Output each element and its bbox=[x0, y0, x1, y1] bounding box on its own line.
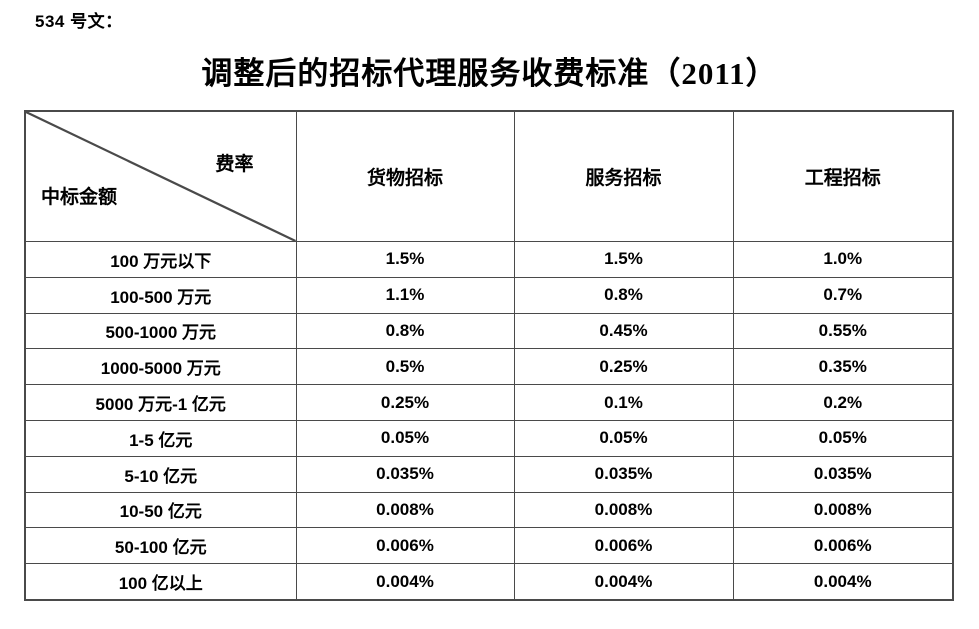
table-header-row: 费率 中标金额 货物招标 服务招标 工程招标 bbox=[24, 110, 954, 242]
rate-value-cell: 0.035% bbox=[732, 455, 954, 493]
corner-header-cell: 费率 中标金额 bbox=[24, 110, 297, 242]
rate-value-cell: 0.006% bbox=[295, 527, 515, 565]
table-row: 5-10 亿元 0.035% 0.035% 0.035% bbox=[24, 455, 954, 493]
rate-value-cell: 0.25% bbox=[513, 348, 734, 386]
table-row: 1000-5000 万元 0.5% 0.25% 0.35% bbox=[24, 348, 954, 386]
rate-value-cell: 0.008% bbox=[295, 491, 515, 529]
table-row: 10-50 亿元 0.008% 0.008% 0.008% bbox=[24, 491, 954, 529]
rate-value-cell: 0.035% bbox=[513, 455, 734, 493]
column-header-engineering: 工程招标 bbox=[732, 110, 954, 242]
row-label-amount-range: 100 亿以上 bbox=[24, 563, 297, 601]
rate-value-cell: 0.006% bbox=[513, 527, 734, 565]
rate-value-cell: 0.008% bbox=[732, 491, 954, 529]
rate-value-cell: 0.35% bbox=[732, 348, 954, 386]
row-label-amount-range: 5000 万元-1 亿元 bbox=[24, 384, 297, 421]
column-header-services: 服务招标 bbox=[513, 110, 734, 242]
table-row: 100 亿以上 0.004% 0.004% 0.004% bbox=[24, 563, 954, 601]
rate-value-cell: 1.5% bbox=[295, 241, 515, 278]
corner-label-rate: 费率 bbox=[215, 154, 254, 175]
diagonal-divider-line bbox=[26, 112, 295, 241]
rate-value-cell: 0.05% bbox=[513, 419, 734, 457]
rate-value-cell: 0.05% bbox=[295, 419, 515, 457]
rate-value-cell: 0.7% bbox=[732, 276, 954, 314]
doc-number-label: 534 号文： bbox=[35, 12, 123, 31]
table-row: 1-5 亿元 0.05% 0.05% 0.05% bbox=[24, 419, 954, 457]
rate-value-cell: 0.1% bbox=[513, 384, 734, 421]
table-row: 100-500 万元 1.1% 0.8% 0.7% bbox=[24, 276, 954, 314]
page-title: 调整后的招标代理服务收费标准（2011） bbox=[201, 56, 778, 91]
table-row: 100 万元以下 1.5% 1.5% 1.0% bbox=[24, 241, 954, 278]
fee-standard-table: 费率 中标金额 货物招标 服务招标 工程招标 100 万元以下 1.5% 1.5% 1… bbox=[24, 110, 954, 601]
rate-value-cell: 0.05% bbox=[732, 419, 954, 457]
rate-value-cell: 0.25% bbox=[295, 384, 515, 421]
rate-value-cell: 0.5% bbox=[295, 348, 515, 386]
table-body: 100 万元以下 1.5% 1.5% 1.0% 100-500 万元 1.1% 0.8% 0.… bbox=[24, 241, 954, 601]
rate-value-cell: 0.008% bbox=[513, 491, 734, 529]
row-label-amount-range: 50-100 亿元 bbox=[24, 527, 297, 565]
row-label-amount-range: 10-50 亿元 bbox=[24, 491, 297, 529]
rate-value-cell: 1.0% bbox=[732, 241, 954, 278]
rate-value-cell: 0.8% bbox=[513, 276, 734, 314]
rate-value-cell: 0.004% bbox=[513, 563, 734, 601]
rate-value-cell: 0.45% bbox=[513, 312, 734, 350]
rate-value-cell: 0.004% bbox=[295, 563, 515, 601]
rate-value-cell: 0.8% bbox=[295, 312, 515, 350]
row-label-amount-range: 1-5 亿元 bbox=[24, 419, 297, 457]
row-label-amount-range: 500-1000 万元 bbox=[24, 312, 297, 350]
rate-value-cell: 0.035% bbox=[295, 455, 515, 493]
row-label-amount-range: 100-500 万元 bbox=[24, 276, 297, 314]
rate-value-cell: 1.5% bbox=[513, 241, 734, 278]
column-header-goods: 货物招标 bbox=[295, 110, 515, 242]
table-row: 50-100 亿元 0.006% 0.006% 0.006% bbox=[24, 527, 954, 565]
corner-label-bid-amount: 中标金额 bbox=[41, 187, 118, 208]
rate-value-cell: 1.1% bbox=[295, 276, 515, 314]
row-label-amount-range: 1000-5000 万元 bbox=[24, 348, 297, 386]
row-label-amount-range: 100 万元以下 bbox=[24, 241, 297, 278]
table-row: 500-1000 万元 0.8% 0.45% 0.55% bbox=[24, 312, 954, 350]
row-label-amount-range: 5-10 亿元 bbox=[24, 455, 297, 493]
rate-value-cell: 0.55% bbox=[732, 312, 954, 350]
rate-value-cell: 0.2% bbox=[732, 384, 954, 421]
table-row: 5000 万元-1 亿元 0.25% 0.1% 0.2% bbox=[24, 384, 954, 421]
rate-value-cell: 0.004% bbox=[732, 563, 954, 601]
rate-value-cell: 0.006% bbox=[732, 527, 954, 565]
